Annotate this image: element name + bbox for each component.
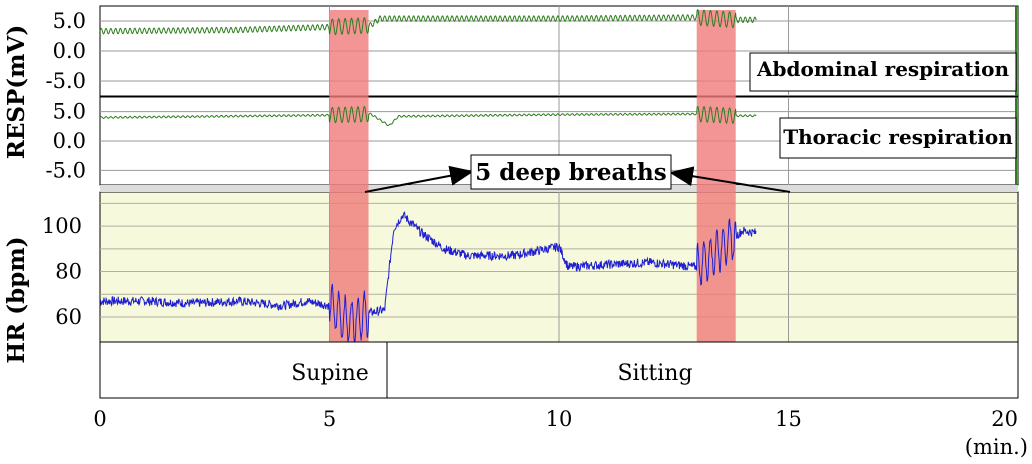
callout-arrow-right [669, 166, 791, 193]
y-tick-label: 0.0 [53, 39, 86, 63]
y-tick-label: 60 [55, 305, 82, 329]
thoracic-label: Thoracic respiration [783, 125, 1013, 149]
y-tick-label: 100 [42, 214, 82, 238]
posture-sitting: Sitting [617, 361, 692, 386]
callout-text: 5 deep breaths [475, 159, 666, 186]
grid-lines [100, 6, 1018, 342]
series-lines [99, 9, 757, 344]
y-tick-label: 5.0 [53, 9, 86, 33]
posture-supine: Supine [291, 361, 369, 386]
thoracic-label-box [779, 117, 1017, 159]
x-tick-label: 0 [93, 407, 106, 431]
y-tick-label: 80 [55, 260, 82, 284]
abdominal-label-box [749, 52, 1017, 92]
hr-series-line [99, 211, 757, 344]
x-tick-label: 10 [546, 407, 573, 431]
y-tick-label: 5.0 [53, 100, 86, 124]
deep-breath-highlight [696, 10, 736, 342]
hr-axis-label: HR (bpm) [3, 236, 30, 363]
posture-bar [99, 341, 1019, 399]
callout-box [470, 154, 672, 190]
y-tick-label: -5.0 [46, 69, 87, 93]
deep-breath-highlight [329, 10, 369, 342]
x-tick-label: 15 [775, 407, 802, 431]
x-axis-unit: (min.) [965, 435, 1028, 459]
abdominal-label: Abdominal respiration [756, 57, 1009, 81]
resp-series-line [99, 9, 757, 36]
x-tick-label: 20 [991, 407, 1018, 431]
resp-axis-label: RESP(mV) [3, 25, 30, 160]
resp-series-line [99, 105, 757, 126]
y-tick-labels: 5.0 0.0 -5.0 5.0 0.0 -5.0 100 80 60 [42, 9, 86, 329]
callout-arrow-left [364, 165, 474, 193]
x-tick-label: 5 [323, 407, 336, 431]
x-tick-labels: 0 5 10 15 20 [93, 407, 1018, 431]
y-tick-label: 0.0 [53, 129, 86, 153]
deep-breath-highlights [329, 10, 736, 342]
y-tick-label: -5.0 [46, 158, 87, 182]
